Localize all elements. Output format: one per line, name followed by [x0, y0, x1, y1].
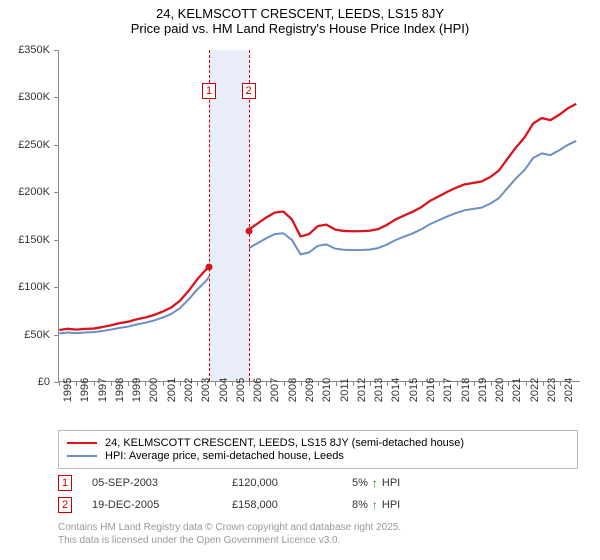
sale-marker-dot: [245, 228, 252, 235]
sales-table: 1 05-SEP-2003£120,0005% ↑ HPI 2 19-DEC-2005£1…: [10, 475, 590, 513]
y-axis-label: £50K: [5, 329, 50, 341]
plot-area: 12: [58, 50, 580, 382]
series-line: [59, 104, 576, 330]
y-axis-label: £250K: [5, 139, 50, 151]
event-line: [249, 50, 250, 381]
sale-date: 05-SEP-2003: [92, 477, 232, 489]
sale-row: 1 05-SEP-2003£120,0005% ↑ HPI: [58, 475, 590, 491]
event-marker-1: 1: [202, 83, 216, 99]
series-svg: [59, 50, 580, 381]
sale-delta-suffix: HPI: [382, 477, 400, 489]
chart-container: 24, KELMSCOTT CRESCENT, LEEDS, LS15 8JY …: [0, 0, 600, 555]
sale-marker-dot: [206, 264, 213, 271]
y-axis-label: £0: [5, 376, 50, 388]
y-axis-label: £100K: [5, 281, 50, 293]
attribution: Contains HM Land Registry data © Crown c…: [58, 521, 590, 547]
sale-delta-pct: 8%: [352, 499, 368, 511]
legend-swatch: [67, 442, 97, 445]
sale-delta: 5% ↑ HPI: [352, 476, 400, 490]
sale-date: 19-DEC-2005: [92, 499, 232, 511]
sale-price: £120,000: [232, 477, 352, 489]
chart-area: 12 £0£50K£100K£150K£200K£250K£300K£350K1…: [10, 44, 590, 424]
title-block: 24, KELMSCOTT CRESCENT, LEEDS, LS15 8JY …: [10, 6, 590, 36]
arrow-up-icon: ↑: [372, 476, 378, 490]
y-axis-label: £150K: [5, 234, 50, 246]
sale-number-badge: 1: [58, 475, 72, 491]
legend-label: HPI: Average price, semi-detached house,…: [105, 450, 344, 462]
legend-row: 24, KELMSCOTT CRESCENT, LEEDS, LS15 8JY …: [67, 437, 569, 449]
title-line1: 24, KELMSCOTT CRESCENT, LEEDS, LS15 8JY: [10, 6, 590, 21]
legend-row: HPI: Average price, semi-detached house,…: [67, 450, 569, 462]
sale-delta-suffix: HPI: [382, 499, 400, 511]
sale-delta: 8% ↑ HPI: [352, 498, 400, 512]
legend-swatch: [67, 455, 97, 457]
arrow-up-icon: ↑: [372, 498, 378, 512]
y-axis-label: £300K: [5, 91, 50, 103]
sale-price: £158,000: [232, 499, 352, 511]
attribution-line1: Contains HM Land Registry data © Crown c…: [58, 521, 590, 534]
event-line: [209, 50, 210, 381]
sale-number-badge: 2: [58, 497, 72, 513]
y-axis-label: £350K: [5, 44, 50, 56]
legend: 24, KELMSCOTT CRESCENT, LEEDS, LS15 8JY …: [58, 430, 578, 469]
x-axis-label: 2024: [563, 378, 595, 402]
title-line2: Price paid vs. HM Land Registry's House …: [10, 21, 590, 36]
event-marker-2: 2: [242, 83, 256, 99]
event-shade: [209, 50, 249, 381]
sale-delta-pct: 5%: [352, 477, 368, 489]
sale-row: 2 19-DEC-2005£158,0008% ↑ HPI: [58, 497, 590, 513]
y-axis-label: £200K: [5, 186, 50, 198]
attribution-line2: This data is licensed under the Open Gov…: [58, 534, 590, 547]
legend-label: 24, KELMSCOTT CRESCENT, LEEDS, LS15 8JY …: [105, 437, 464, 449]
